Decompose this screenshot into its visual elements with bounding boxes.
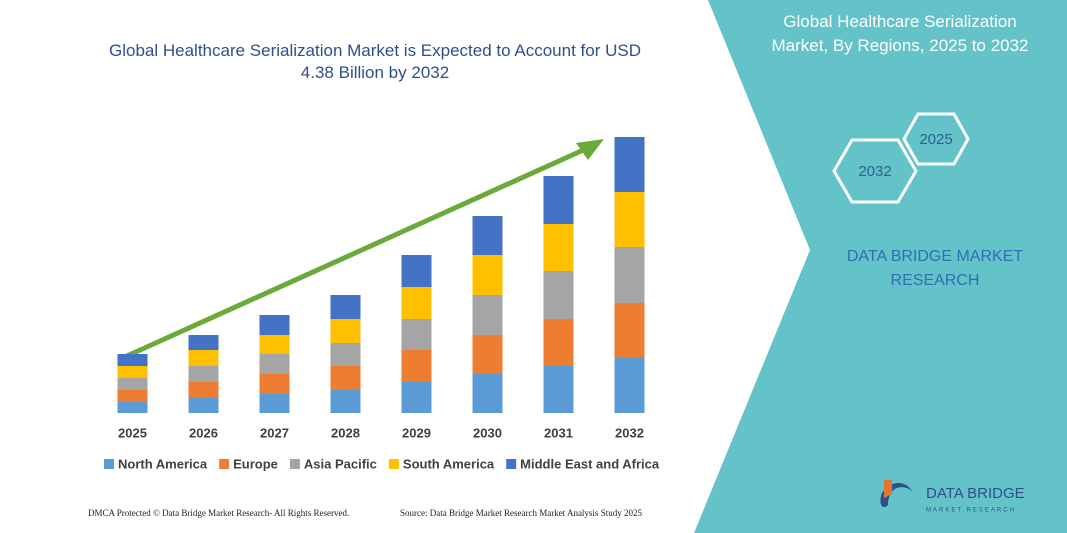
bar-segment: [259, 315, 290, 335]
bar-segment: [117, 402, 148, 413]
legend-label: South America: [403, 456, 495, 471]
bar-segment: [188, 398, 219, 413]
bar-segment: [188, 350, 219, 366]
bar-segment: [401, 255, 432, 287]
bar-segment: [188, 382, 219, 398]
bar-segment: [401, 350, 432, 382]
x-tick-label: 2028: [331, 425, 360, 440]
bar-segment: [330, 343, 361, 366]
bar-segment: [543, 366, 574, 413]
trend-arrowhead: [576, 139, 604, 160]
bar-segment: [117, 354, 148, 366]
legend-swatch: [289, 459, 300, 469]
hexagon-label: 2032: [858, 163, 891, 180]
legend-swatch: [506, 459, 517, 469]
bar-segment: [472, 335, 503, 374]
side-panel: [694, 0, 1067, 533]
trend-arrow: [116, 144, 592, 363]
bar-segment: [614, 247, 645, 303]
bar-segment: [614, 137, 645, 192]
legend-label: North America: [118, 456, 208, 471]
bar-segment: [259, 374, 290, 394]
legend-label: Middle East and Africa: [520, 456, 660, 471]
logo-name: DATA BRIDGE: [926, 485, 1025, 502]
bar-segment: [401, 382, 432, 413]
x-tick-label: 2029: [402, 425, 431, 440]
x-tick-label: 2032: [615, 425, 644, 440]
bar-segment: [543, 271, 574, 319]
x-tick-label: 2030: [473, 425, 502, 440]
bar-segment: [117, 378, 148, 390]
legend-label: Europe: [233, 456, 278, 471]
bar-segment: [117, 366, 148, 378]
legend-swatch: [104, 459, 114, 469]
bar-segment: [330, 366, 361, 390]
bar-segment: [472, 216, 503, 255]
panel-brand: DATA BRIDGE MARKET RESEARCH: [846, 248, 1024, 289]
bar-segment: [543, 319, 574, 366]
bar-segment: [259, 354, 290, 374]
bar-segment: [401, 319, 432, 350]
bar-segment: [472, 374, 503, 413]
hexagon: [902, 112, 970, 166]
x-tick-label: 2025: [118, 425, 147, 440]
bar-segment: [472, 255, 503, 295]
logo-icon: [884, 480, 892, 498]
bar-segment: [614, 358, 645, 413]
panel-title: Global Healthcare Serialization Market, …: [771, 12, 1029, 55]
footer-right: Source: Data Bridge Market Research Mark…: [400, 508, 642, 518]
bar-segment: [330, 390, 361, 413]
legend-swatch: [219, 459, 230, 469]
bar-segment: [117, 390, 148, 402]
x-tick-label: 2031: [544, 425, 573, 440]
footer-left: DMCA Protected © Data Bridge Market Rese…: [88, 508, 349, 518]
x-tick-label: 2026: [189, 425, 218, 440]
bar-segment: [188, 335, 219, 350]
bar-segment: [401, 287, 432, 319]
bar-segment: [259, 335, 290, 354]
bar-segment: [188, 366, 219, 382]
hexagon-label: 2025: [919, 131, 952, 148]
bar-segment: [543, 224, 574, 271]
hexagon: [832, 138, 918, 204]
bar-segment: [543, 176, 574, 224]
bar-segment: [614, 192, 645, 247]
legend-label: Asia Pacific: [304, 456, 377, 471]
legend-swatch: [388, 459, 399, 469]
bar-segment: [259, 394, 290, 413]
bar-segment: [614, 303, 645, 358]
logo-tagline: MARKET RESEARCH: [926, 508, 1016, 514]
x-tick-label: 2027: [260, 425, 289, 440]
bar-segment: [472, 295, 503, 335]
bar-segment: [330, 319, 361, 343]
chart-title: Global Healthcare Serialization Market i…: [109, 41, 641, 82]
bar-segment: [330, 295, 361, 319]
